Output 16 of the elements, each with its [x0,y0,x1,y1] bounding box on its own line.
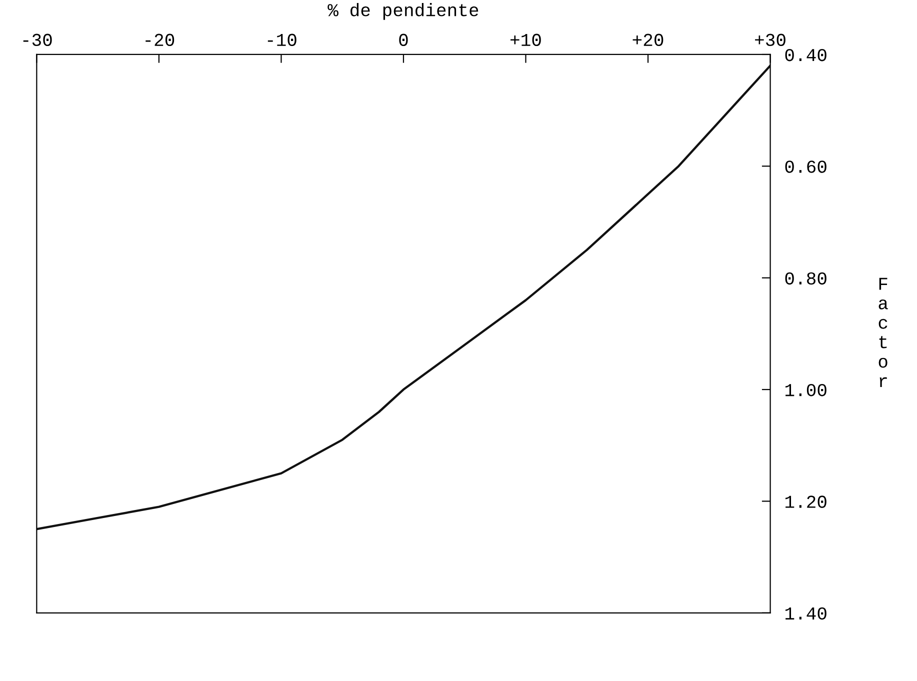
x-tick-label: -10 [268,34,296,46]
x-tick-label: -20 [146,34,174,46]
y-axis-title: Factor [878,278,888,387]
x-tick-label: -30 [23,34,52,46]
y-tick-label: 1.40 [785,607,826,620]
y-tick-label: 0.60 [785,160,826,173]
x-tick-label: +20 [632,34,664,46]
x-tick-label: +10 [510,34,541,46]
x-tick-label: 0 [399,34,408,46]
x-axis-title: % de pendiente [328,3,478,20]
y-tick-label: 0.80 [785,272,826,285]
y-tick-label: 1.20 [785,496,826,508]
x-tick-label: +30 [755,34,786,46]
line-series [36,64,770,530]
y-tick-label: 0.40 [785,48,826,62]
y-tick-label: 1.00 [785,384,826,396]
